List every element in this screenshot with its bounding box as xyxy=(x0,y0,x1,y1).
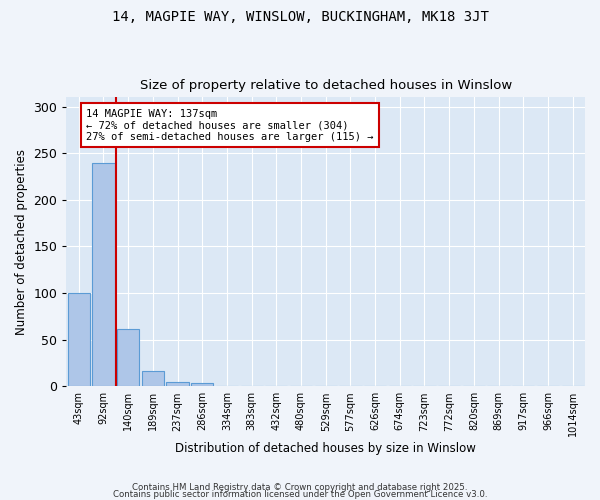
X-axis label: Distribution of detached houses by size in Winslow: Distribution of detached houses by size … xyxy=(175,442,476,455)
Text: 14, MAGPIE WAY, WINSLOW, BUCKINGHAM, MK18 3JT: 14, MAGPIE WAY, WINSLOW, BUCKINGHAM, MK1… xyxy=(112,10,488,24)
Bar xyxy=(68,293,90,386)
Text: 14 MAGPIE WAY: 137sqm
← 72% of detached houses are smaller (304)
27% of semi-det: 14 MAGPIE WAY: 137sqm ← 72% of detached … xyxy=(86,108,374,142)
Bar xyxy=(191,382,214,386)
Bar xyxy=(142,372,164,386)
Text: Contains public sector information licensed under the Open Government Licence v3: Contains public sector information licen… xyxy=(113,490,487,499)
Bar xyxy=(166,382,188,386)
Text: Contains HM Land Registry data © Crown copyright and database right 2025.: Contains HM Land Registry data © Crown c… xyxy=(132,484,468,492)
Y-axis label: Number of detached properties: Number of detached properties xyxy=(15,149,28,335)
Bar xyxy=(92,162,115,386)
Bar xyxy=(117,328,139,386)
Title: Size of property relative to detached houses in Winslow: Size of property relative to detached ho… xyxy=(140,79,512,92)
